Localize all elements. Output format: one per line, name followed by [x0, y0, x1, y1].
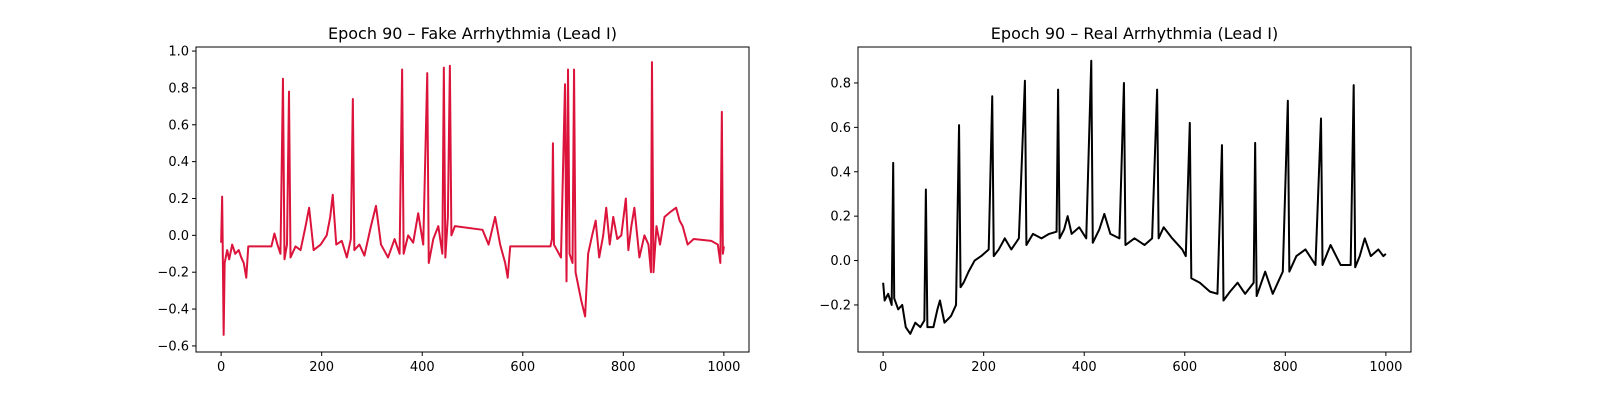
x-tick-label: 400	[1072, 360, 1097, 375]
y-tick-label: 0.0	[830, 254, 851, 269]
x-tick-label: 800	[611, 360, 636, 375]
y-tick-label: 0.4	[168, 155, 189, 170]
line-series	[220, 61, 725, 336]
y-tick-label: −0.2	[157, 266, 189, 281]
y-tick-label: 0.4	[830, 165, 851, 180]
plot-frame	[195, 46, 750, 353]
chart-panel: Epoch 90 – Fake Arrhythmia (Lead I) 0 200 4…	[157, 24, 750, 375]
y-tick-label: −0.2	[819, 298, 851, 313]
x-tick-label: 1000	[707, 360, 740, 375]
x-tick-label: 0	[217, 360, 225, 375]
chart-title: Epoch 90 – Real Arrhythmia (Lead I)	[991, 24, 1278, 43]
y-tick-label: 0.8	[168, 81, 189, 96]
y-tick-label: 1.0	[168, 45, 189, 60]
y-tick-label: −0.6	[157, 339, 189, 354]
line-series	[882, 59, 1387, 335]
y-tick-label: 0.2	[830, 210, 851, 225]
x-tick-label: 1000	[1369, 360, 1402, 375]
plot-frame	[857, 46, 1412, 353]
chart-panel: Epoch 90 – Real Arrhythmia (Lead I) 0 200 4…	[819, 24, 1412, 375]
x-tick-label: 600	[1172, 360, 1197, 375]
y-tick-label: 0.2	[168, 192, 189, 207]
y-tick-label: 0.6	[830, 121, 851, 136]
x-tick-label: 200	[309, 360, 334, 375]
x-tick-label: 200	[971, 360, 996, 375]
y-tick-label: 0.8	[830, 76, 851, 91]
x-tick-label: 0	[879, 360, 887, 375]
x-tick-label: 800	[1273, 360, 1298, 375]
x-tick-label: 600	[510, 360, 535, 375]
y-tick-label: −0.4	[157, 303, 189, 318]
y-tick-label: 0.6	[168, 118, 189, 133]
y-tick-label: 0.0	[168, 229, 189, 244]
x-tick-label: 400	[410, 360, 435, 375]
chart-title: Epoch 90 – Fake Arrhythmia (Lead I)	[328, 24, 617, 43]
